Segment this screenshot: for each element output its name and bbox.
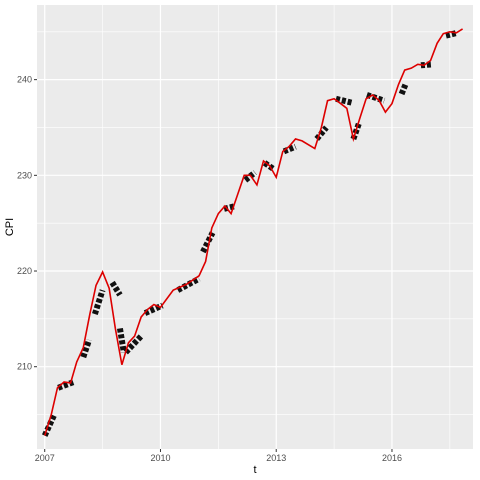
x-tick-label: 2013 <box>266 453 286 463</box>
y-tick-label: 210 <box>17 362 32 372</box>
y-tick-label: 230 <box>17 170 32 180</box>
y-axis-ticks: 210 220 230 240 <box>17 75 37 372</box>
black-segment <box>92 289 106 315</box>
black-segment <box>200 231 216 254</box>
y-tick-label: 220 <box>17 266 32 276</box>
black-segment <box>335 95 353 106</box>
major-gridlines <box>37 5 473 449</box>
y-tick-label: 240 <box>17 75 32 85</box>
x-tick-label: 2010 <box>150 453 170 463</box>
black-segment <box>80 338 92 359</box>
black-segment <box>282 143 297 155</box>
black-segment <box>116 327 127 353</box>
x-axis-title: t <box>253 464 256 476</box>
black-segment <box>398 83 409 96</box>
red-line-series <box>43 28 464 436</box>
black-segment <box>123 334 144 355</box>
black-segment <box>176 276 201 293</box>
x-tick-label: 2007 <box>35 453 55 463</box>
black-segment <box>109 280 123 297</box>
minor-gridlines <box>37 5 473 449</box>
x-tick-label: 2016 <box>382 453 402 463</box>
y-axis-title: CPI <box>4 218 16 236</box>
x-axis-ticks: 2007 2010 2013 2016 <box>35 449 402 463</box>
